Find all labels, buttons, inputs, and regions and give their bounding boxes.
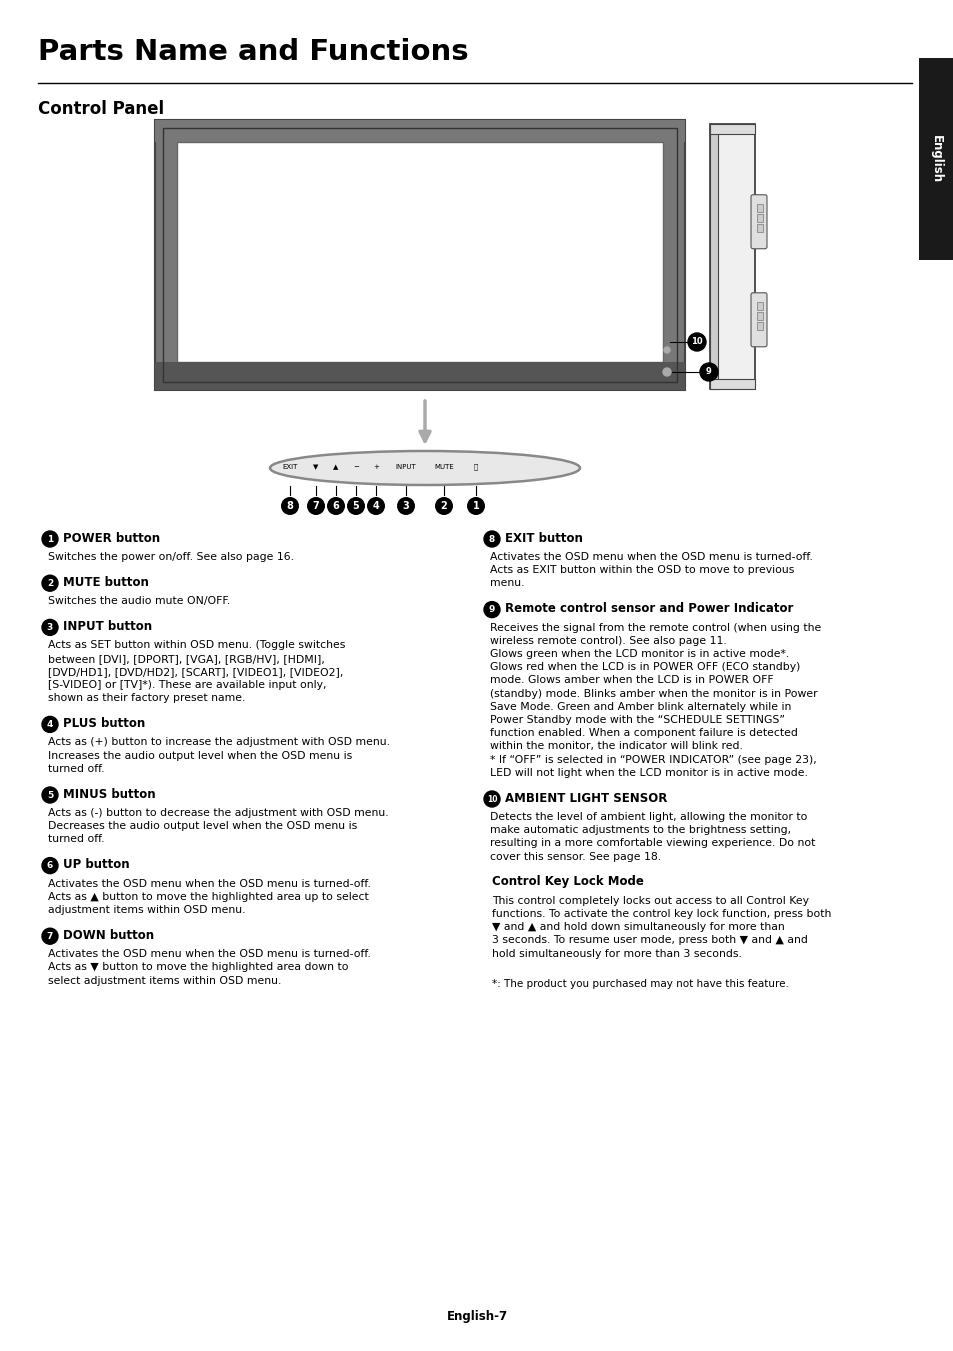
Text: 2: 2	[440, 501, 447, 511]
Circle shape	[42, 619, 58, 635]
Text: Acts as SET button within OSD menu. (Toggle switches
between [DVI], [DPORT], [VG: Acts as SET button within OSD menu. (Tog…	[48, 640, 345, 704]
Text: 10: 10	[691, 338, 702, 346]
Text: 4: 4	[373, 501, 379, 511]
Text: Acts as (-) button to decrease the adjustment with OSD menu.
Decreases the audio: Acts as (-) button to decrease the adjus…	[48, 808, 388, 844]
Text: 6: 6	[333, 501, 339, 511]
Text: English: English	[929, 135, 942, 184]
FancyBboxPatch shape	[154, 120, 684, 142]
Text: Activates the OSD menu when the OSD menu is turned-off.
Acts as EXIT button with: Activates the OSD menu when the OSD menu…	[490, 553, 812, 589]
Circle shape	[483, 601, 499, 617]
Text: ▼: ▼	[313, 463, 318, 470]
FancyBboxPatch shape	[757, 312, 762, 320]
Text: This control completely locks out access to all Control Key
functions. To activa: This control completely locks out access…	[492, 896, 830, 959]
Text: *: The product you purchased may not have this feature.: *: The product you purchased may not hav…	[492, 979, 788, 989]
Text: 8: 8	[488, 535, 495, 543]
Text: EXIT button: EXIT button	[504, 531, 582, 544]
FancyBboxPatch shape	[177, 142, 662, 362]
FancyBboxPatch shape	[918, 58, 953, 259]
Circle shape	[42, 788, 58, 802]
Text: 8: 8	[286, 501, 294, 511]
FancyBboxPatch shape	[709, 124, 754, 134]
Text: Parts Name and Functions: Parts Name and Functions	[38, 38, 468, 66]
Circle shape	[42, 858, 58, 874]
FancyBboxPatch shape	[750, 293, 766, 347]
Text: 1: 1	[472, 501, 478, 511]
Text: Control Panel: Control Panel	[38, 100, 164, 118]
Text: MUTE button: MUTE button	[63, 576, 149, 589]
FancyBboxPatch shape	[709, 124, 754, 389]
Text: Activates the OSD menu when the OSD menu is turned-off.
Acts as ▼ button to move: Activates the OSD menu when the OSD menu…	[48, 950, 371, 986]
Text: 9: 9	[705, 367, 711, 377]
Circle shape	[42, 531, 58, 547]
Circle shape	[42, 928, 58, 944]
Ellipse shape	[396, 497, 415, 515]
Text: Acts as (+) button to increase the adjustment with OSD menu.
Increases the audio: Acts as (+) button to increase the adjus…	[48, 738, 390, 774]
Text: 5: 5	[353, 501, 359, 511]
Text: 4: 4	[47, 720, 53, 730]
Circle shape	[42, 576, 58, 592]
Circle shape	[483, 531, 499, 547]
Text: AMBIENT LIGHT SENSOR: AMBIENT LIGHT SENSOR	[504, 792, 667, 804]
Text: MINUS button: MINUS button	[63, 788, 155, 801]
Circle shape	[663, 347, 669, 353]
FancyBboxPatch shape	[154, 362, 684, 390]
Text: Activates the OSD menu when the OSD menu is turned-off.
Acts as ▲ button to move: Activates the OSD menu when the OSD menu…	[48, 878, 371, 915]
Text: MUTE: MUTE	[434, 463, 454, 470]
Text: 1: 1	[47, 535, 53, 543]
Text: Switches the audio mute ON/OFF.: Switches the audio mute ON/OFF.	[48, 596, 230, 607]
Text: DOWN button: DOWN button	[63, 928, 154, 942]
Text: Detects the level of ambient light, allowing the monitor to
make automatic adjus: Detects the level of ambient light, allo…	[490, 812, 815, 862]
Text: 2: 2	[47, 578, 53, 588]
Circle shape	[687, 332, 705, 351]
Text: INPUT button: INPUT button	[63, 620, 152, 632]
Text: 6: 6	[47, 861, 53, 870]
FancyBboxPatch shape	[757, 204, 762, 212]
Ellipse shape	[307, 497, 325, 515]
FancyBboxPatch shape	[757, 301, 762, 309]
Ellipse shape	[281, 497, 298, 515]
FancyBboxPatch shape	[709, 124, 718, 389]
Text: INPUT: INPUT	[395, 463, 416, 470]
Text: English-7: English-7	[446, 1310, 507, 1323]
Text: PLUS button: PLUS button	[63, 717, 145, 730]
Text: POWER button: POWER button	[63, 531, 160, 544]
Text: −: −	[353, 463, 358, 470]
Text: Remote control sensor and Power Indicator: Remote control sensor and Power Indicato…	[504, 603, 793, 615]
Text: ⏻: ⏻	[474, 463, 477, 470]
Ellipse shape	[327, 497, 345, 515]
Ellipse shape	[467, 497, 484, 515]
Ellipse shape	[270, 451, 579, 485]
Ellipse shape	[367, 497, 385, 515]
Text: 10: 10	[486, 794, 497, 804]
Text: ▲: ▲	[333, 463, 338, 470]
FancyBboxPatch shape	[709, 380, 754, 389]
Text: 3: 3	[47, 623, 53, 632]
Text: +: +	[373, 463, 378, 470]
FancyBboxPatch shape	[757, 322, 762, 330]
FancyBboxPatch shape	[757, 213, 762, 222]
FancyBboxPatch shape	[154, 120, 684, 390]
Circle shape	[662, 367, 670, 376]
Text: 7: 7	[313, 501, 319, 511]
FancyBboxPatch shape	[757, 224, 762, 232]
Circle shape	[700, 363, 718, 381]
Text: Control Key Lock Mode: Control Key Lock Mode	[492, 875, 643, 889]
Text: 5: 5	[47, 790, 53, 800]
Text: Receives the signal from the remote control (when using the
wireless remote cont: Receives the signal from the remote cont…	[490, 623, 821, 778]
Circle shape	[483, 790, 499, 807]
Text: 7: 7	[47, 932, 53, 940]
Ellipse shape	[347, 497, 365, 515]
Circle shape	[42, 716, 58, 732]
Ellipse shape	[435, 497, 453, 515]
Text: UP button: UP button	[63, 858, 130, 871]
FancyBboxPatch shape	[750, 195, 766, 249]
Text: 9: 9	[488, 605, 495, 615]
Text: Switches the power on/off. See also page 16.: Switches the power on/off. See also page…	[48, 553, 294, 562]
Text: EXIT: EXIT	[282, 463, 297, 470]
Text: 3: 3	[402, 501, 409, 511]
